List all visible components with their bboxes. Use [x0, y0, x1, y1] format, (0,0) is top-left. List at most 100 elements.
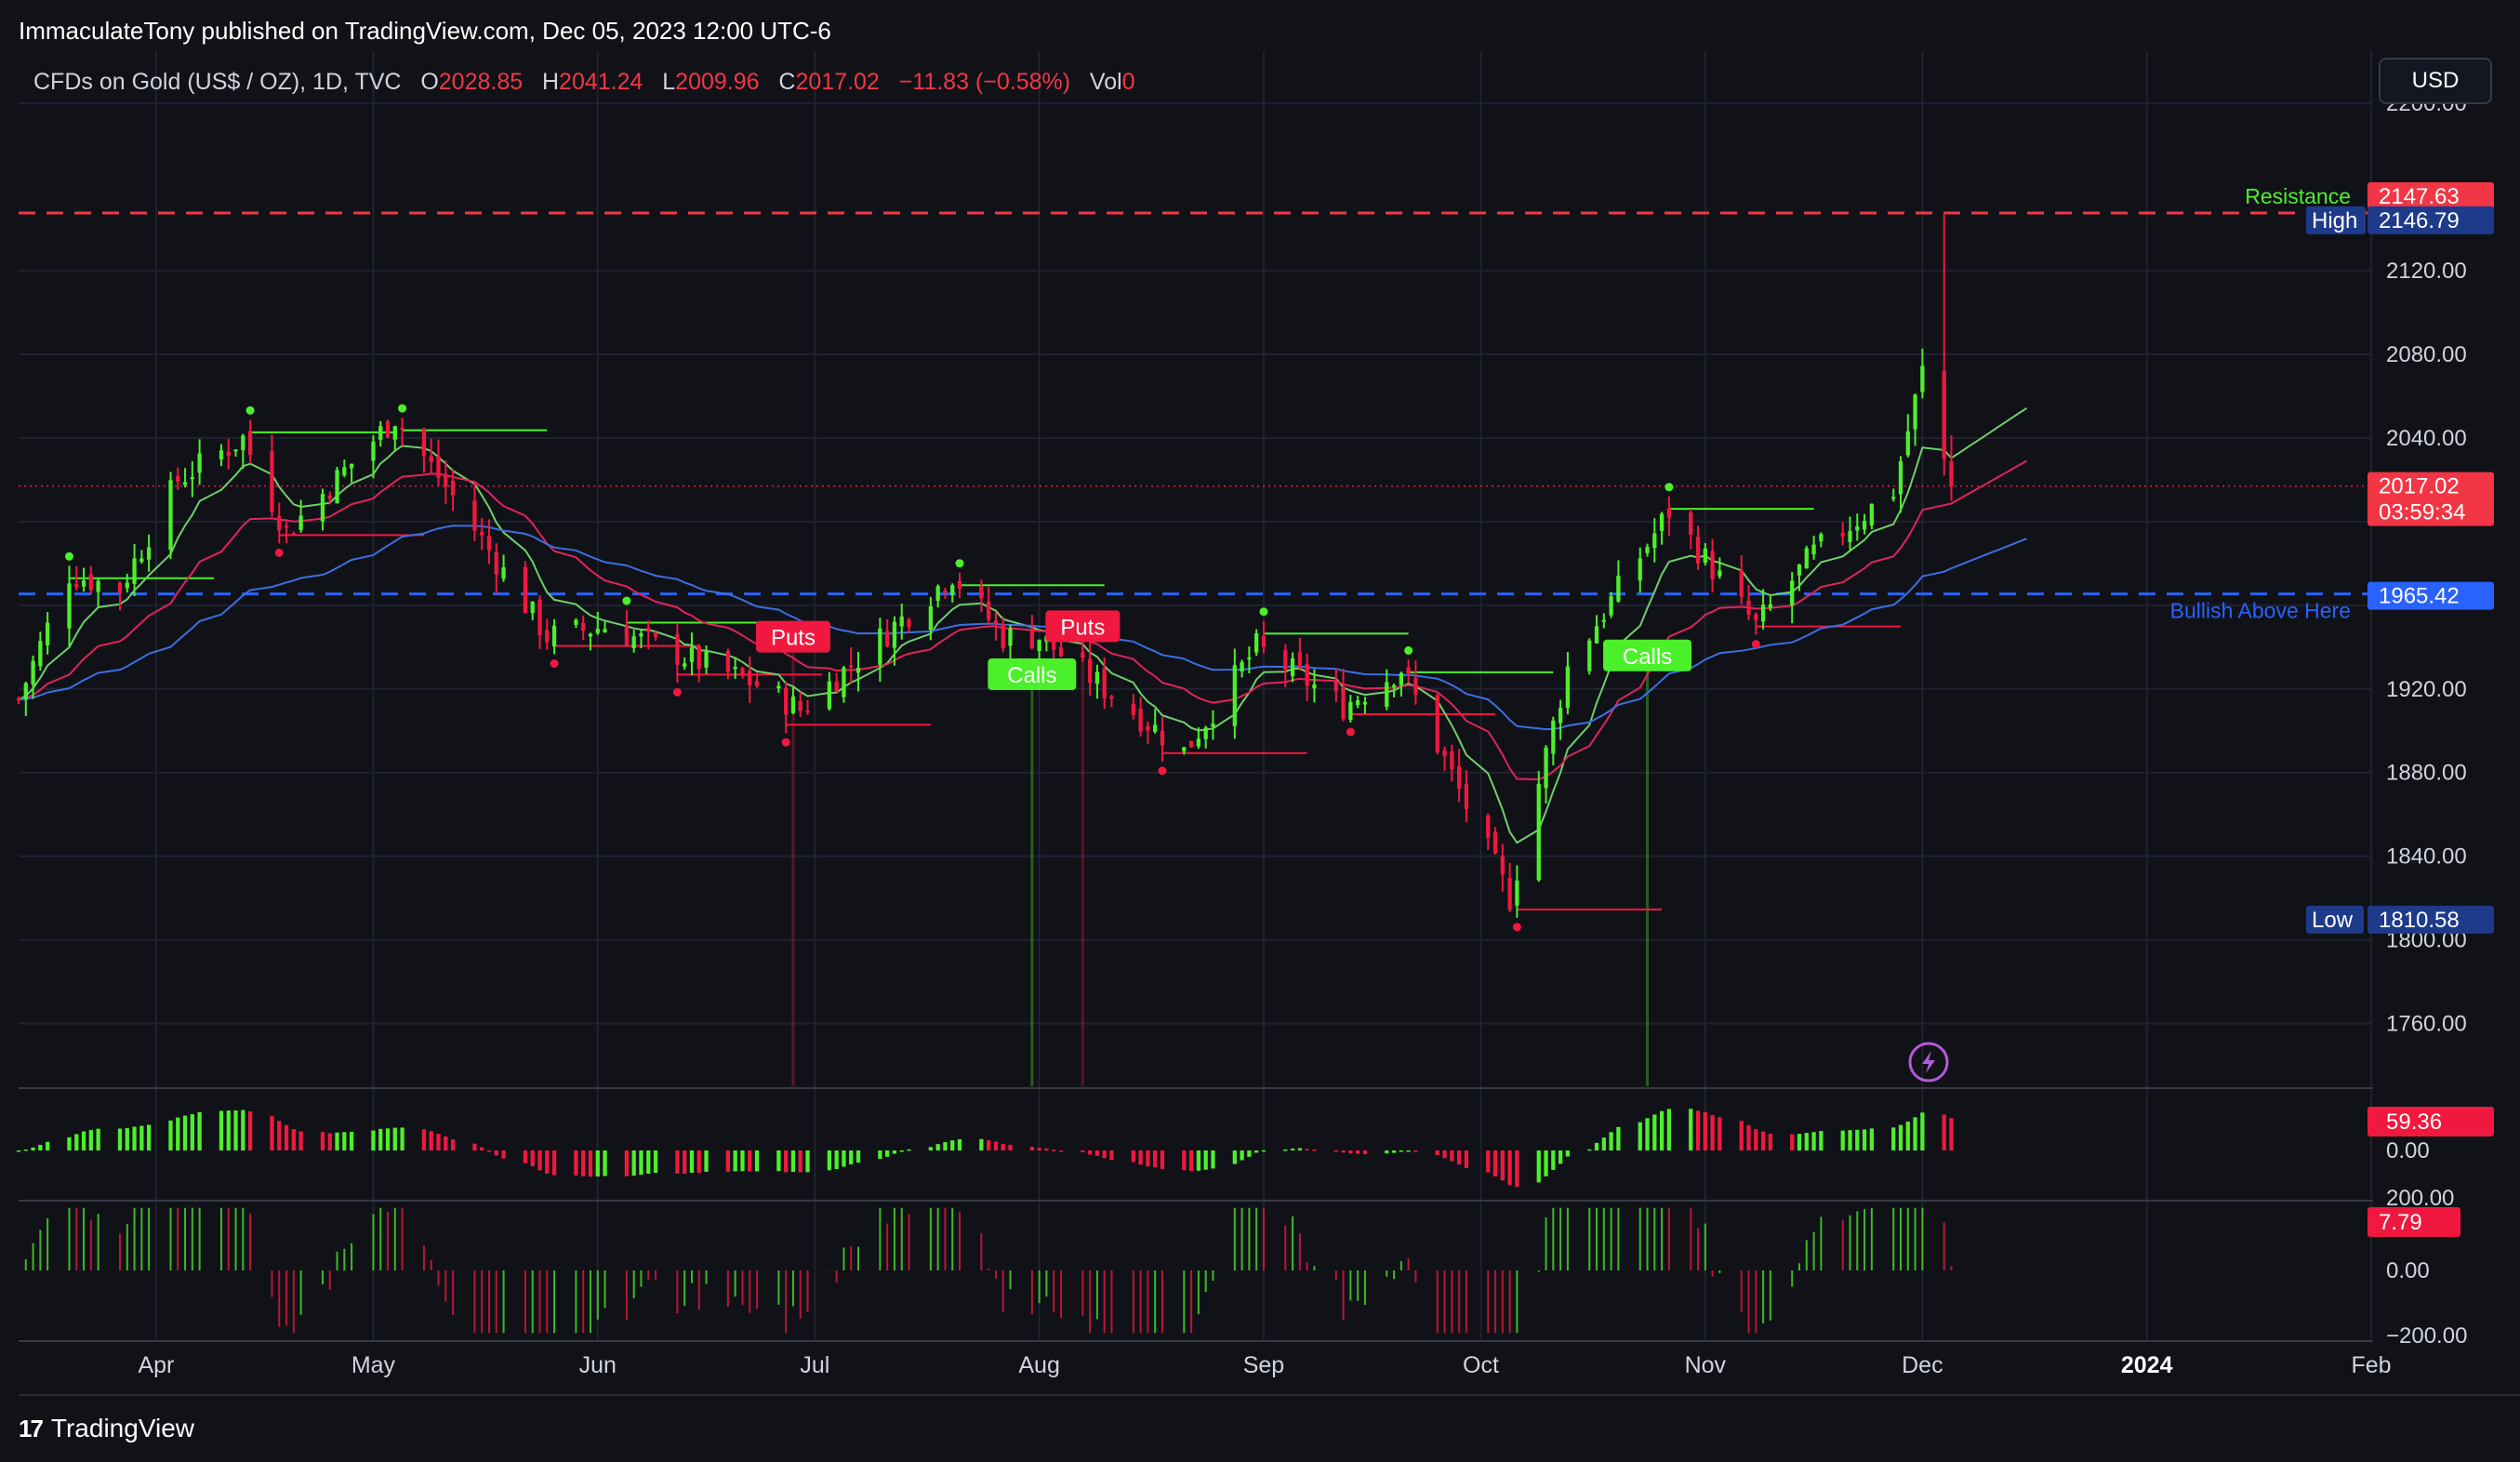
- osc1-bar: [284, 1124, 289, 1150]
- candle-body: [1645, 547, 1650, 553]
- candle-body: [1920, 366, 1925, 392]
- osc1-bar: [1094, 1150, 1100, 1156]
- candle-body: [298, 515, 303, 530]
- candle-body: [624, 626, 630, 646]
- osc1-tick-label: 0.00: [2386, 1138, 2430, 1163]
- brand-name: TradingView: [50, 1414, 195, 1442]
- osc1-bar: [385, 1128, 391, 1150]
- osc1-bar: [1862, 1129, 1867, 1150]
- osc1-bar: [1536, 1150, 1541, 1183]
- osc2-value: 7.79: [2379, 1210, 2422, 1235]
- candle-body: [1333, 681, 1338, 691]
- osc1-bar: [1356, 1150, 1360, 1154]
- low-text-bg: [2306, 905, 2364, 934]
- osc1-bar: [1601, 1137, 1606, 1150]
- candle-body: [1211, 724, 1215, 727]
- publisher-line: ImmaculateTony published on TradingView.…: [19, 17, 831, 45]
- candle-body: [241, 435, 245, 451]
- candle-body: [545, 630, 550, 643]
- pivot-low-dot: [781, 738, 790, 747]
- osc1-bar: [1905, 1122, 1910, 1150]
- time-axis[interactable]: Apr May Jun Jul Aug Sep Oct Nov Dec 2024 Feb: [19, 1352, 2520, 1396]
- candle-body: [551, 625, 557, 647]
- osc1-bar: [182, 1115, 188, 1150]
- pivot-high-dot: [1665, 483, 1674, 492]
- candle-body: [993, 620, 999, 625]
- osc1-bar: [176, 1117, 180, 1150]
- candle-body: [392, 426, 397, 440]
- osc1-bar: [993, 1141, 999, 1150]
- candle-body: [125, 582, 129, 589]
- candle-body: [1081, 652, 1085, 658]
- candle-body: [67, 583, 72, 629]
- osc1-bar: [1247, 1150, 1252, 1157]
- step-lines: [69, 429, 1901, 910]
- candle-body: [450, 480, 456, 496]
- pivot-high-dot: [245, 405, 255, 415]
- flash-icon[interactable]: [1908, 1042, 1949, 1083]
- price-tick-label: 1920.00: [2386, 677, 2467, 702]
- osc1-bar: [1739, 1121, 1744, 1150]
- oscillator-2-bars: [24, 1207, 1953, 1334]
- osc1-bar: [1029, 1147, 1034, 1150]
- symbol-legend: CFDs on Gold (US$ / OZ), 1D, TVC O2028.8…: [33, 69, 1135, 96]
- osc1-value: 59.36: [2386, 1110, 2442, 1135]
- candle-body: [935, 586, 940, 601]
- oscillator-1-bars: [16, 1109, 1954, 1188]
- osc1-bar: [1290, 1148, 1295, 1150]
- osc1-bar: [1659, 1110, 1665, 1150]
- osc1-bar: [392, 1127, 397, 1150]
- osc1-bar: [1254, 1150, 1259, 1153]
- candle-body: [371, 441, 376, 461]
- osc1-bar: [748, 1150, 752, 1172]
- osc1-bar: [855, 1150, 861, 1163]
- symbol-name[interactable]: CFDs on Gold (US$ / OZ), 1D, TVC: [33, 69, 402, 95]
- osc1-bar: [486, 1150, 492, 1152]
- osc1-bar: [1160, 1150, 1165, 1169]
- osc1-bar: [1920, 1112, 1925, 1150]
- candle-body: [1869, 503, 1875, 525]
- candle-body: [1601, 619, 1606, 622]
- osc1-value-bg: [2367, 1107, 2494, 1136]
- pivot-dots: [64, 404, 1760, 932]
- candle-body: [444, 475, 448, 487]
- candle-body: [1362, 701, 1368, 705]
- candle-body: [378, 426, 383, 440]
- candle-body: [132, 558, 137, 584]
- candle-body: [1283, 649, 1288, 671]
- footer-brand[interactable]: 17 TradingView: [19, 1414, 194, 1443]
- candle-body: [1247, 657, 1252, 659]
- osc1-bar: [1616, 1126, 1621, 1150]
- signal-label: Calls: [1007, 663, 1056, 688]
- osc1-bar: [1283, 1150, 1288, 1151]
- candle-body: [1862, 521, 1867, 530]
- osc1-bar: [1385, 1150, 1389, 1154]
- pivot-high-dot: [1404, 645, 1413, 655]
- last-price-tag-bg: [2367, 472, 2494, 526]
- candle-body: [748, 671, 752, 686]
- osc1-bar: [400, 1127, 405, 1150]
- candle-body: [1442, 750, 1447, 756]
- candle-body: [1102, 668, 1107, 698]
- osc1-bar: [1341, 1150, 1346, 1153]
- osc1-bar: [146, 1124, 152, 1150]
- osc1-bar: [1261, 1150, 1267, 1152]
- osc1-bar: [849, 1150, 854, 1165]
- candle-body: [1391, 684, 1397, 687]
- candle-body: [88, 574, 93, 591]
- candle-body: [950, 585, 955, 595]
- candle-body: [190, 477, 194, 480]
- osc2-tick-label: 200.00: [2386, 1186, 2454, 1211]
- candle-body: [1450, 751, 1454, 770]
- osc1-bar: [754, 1150, 760, 1172]
- price-axis[interactable]: 2200.002120.002080.002040.001920.001880.…: [2306, 51, 2520, 1349]
- currency-button[interactable]: USD: [2379, 58, 2492, 104]
- osc1-bar: [1797, 1134, 1802, 1150]
- osc1-bar: [1399, 1150, 1404, 1152]
- candle-body: [1689, 512, 1693, 536]
- osc1-bar: [1594, 1142, 1599, 1150]
- osc1-bar: [335, 1132, 339, 1150]
- candle-body: [754, 681, 760, 686]
- osc1-bar: [226, 1110, 231, 1150]
